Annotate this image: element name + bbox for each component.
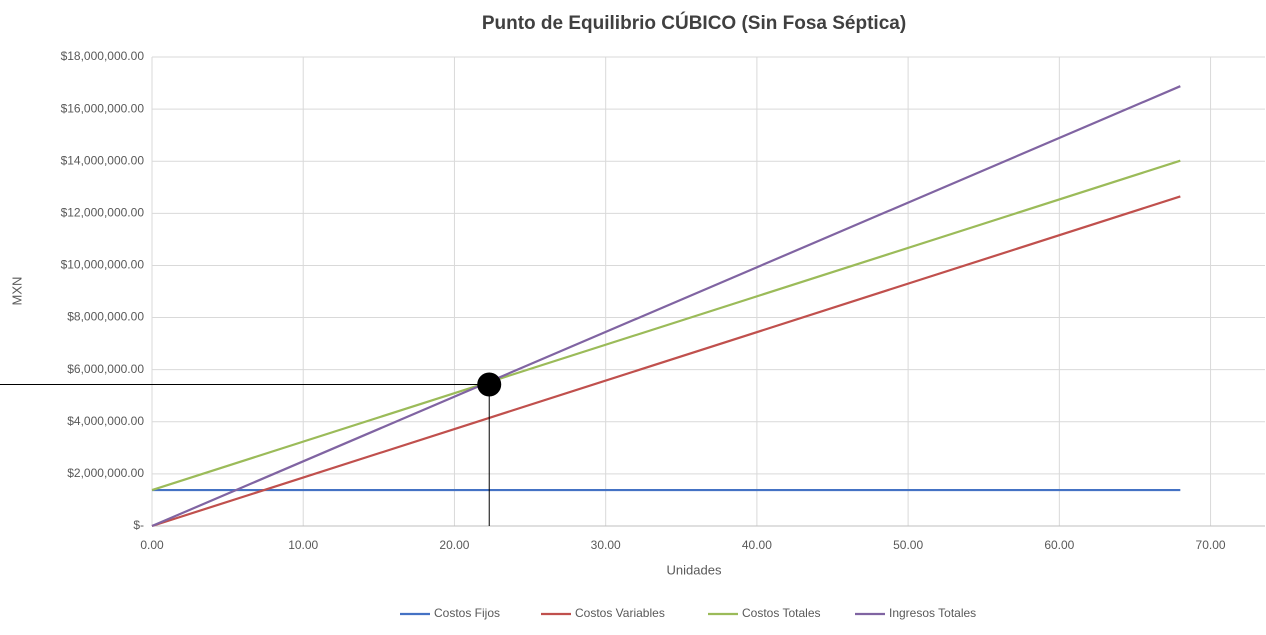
break-even-point xyxy=(477,372,502,397)
y-tick-label: $- xyxy=(133,518,144,532)
legend-label: Ingresos Totales xyxy=(889,606,976,620)
y-tick-label: $10,000,000.00 xyxy=(61,258,145,272)
x-tick-label: 0.00 xyxy=(140,538,164,552)
x-tick-label: 20.00 xyxy=(439,538,469,552)
legend-label: Costos Variables xyxy=(575,606,665,620)
y-tick-label: $12,000,000.00 xyxy=(61,206,145,220)
legend-label: Costos Fijos xyxy=(434,606,500,620)
x-tick-label: 10.00 xyxy=(288,538,318,552)
x-tick-label: 70.00 xyxy=(1196,538,1226,552)
y-tick-label: $4,000,000.00 xyxy=(67,414,144,428)
line-series xyxy=(151,195,1181,528)
y-tick-label: $2,000,000.00 xyxy=(67,466,144,480)
y-tick-label: $8,000,000.00 xyxy=(67,310,144,324)
x-tick-label: 60.00 xyxy=(1044,538,1074,552)
y-tick-label: $18,000,000.00 xyxy=(61,49,145,63)
line-series xyxy=(151,85,1181,528)
y-axis-label: MXN xyxy=(9,277,24,306)
y-tick-label: $6,000,000.00 xyxy=(67,362,144,376)
y-tick-label: $14,000,000.00 xyxy=(61,153,145,167)
y-tick-label: $16,000,000.00 xyxy=(61,101,145,115)
chart-title: Punto de Equilibrio CÚBICO (Sin Fosa Sép… xyxy=(482,12,906,34)
x-axis-label: Unidades xyxy=(667,562,722,577)
x-tick-label: 40.00 xyxy=(742,538,772,552)
line-series xyxy=(151,159,1181,492)
legend-label: Costos Totales xyxy=(742,606,821,620)
x-tick-label: 50.00 xyxy=(893,538,923,552)
x-tick-label: 30.00 xyxy=(591,538,621,552)
